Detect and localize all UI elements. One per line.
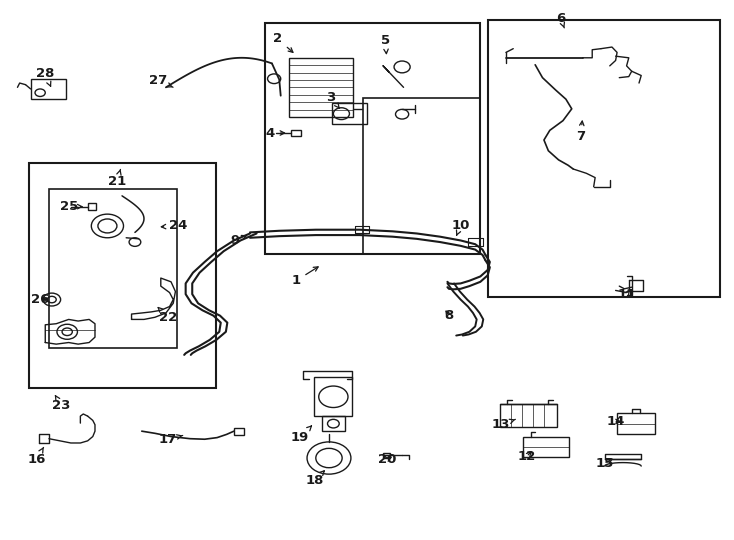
Text: 17: 17 <box>159 433 183 446</box>
Bar <box>487 20 720 297</box>
Text: 24: 24 <box>161 219 187 232</box>
Bar <box>617 414 655 434</box>
Text: 6: 6 <box>556 12 565 28</box>
Text: 14: 14 <box>606 415 625 428</box>
Text: 12: 12 <box>517 450 536 463</box>
Bar <box>29 163 216 388</box>
Text: 9: 9 <box>230 234 246 247</box>
Text: 18: 18 <box>305 471 324 487</box>
Text: 13: 13 <box>492 418 515 431</box>
Text: 1: 1 <box>291 267 318 287</box>
Bar <box>234 428 244 435</box>
Text: 5: 5 <box>381 33 390 53</box>
Text: 10: 10 <box>451 219 470 235</box>
Bar <box>363 98 480 254</box>
Bar <box>332 104 367 124</box>
Text: 21: 21 <box>108 170 126 188</box>
Text: 28: 28 <box>36 68 54 86</box>
Text: 26: 26 <box>31 293 49 306</box>
Bar <box>265 23 480 254</box>
Text: 23: 23 <box>52 396 70 412</box>
Bar <box>31 79 66 99</box>
Text: 4: 4 <box>266 126 285 139</box>
Bar <box>383 453 390 458</box>
Text: 19: 19 <box>291 426 311 444</box>
Bar <box>321 416 345 431</box>
Text: 8: 8 <box>444 309 454 322</box>
Text: 16: 16 <box>27 448 46 465</box>
Text: 11: 11 <box>617 288 636 301</box>
Text: 22: 22 <box>158 307 177 324</box>
Bar <box>49 190 177 348</box>
Bar <box>87 204 96 210</box>
Bar <box>288 58 353 117</box>
Text: 20: 20 <box>378 453 396 465</box>
Text: 15: 15 <box>595 457 614 470</box>
Text: 27: 27 <box>150 75 173 87</box>
Text: 3: 3 <box>326 91 340 109</box>
Bar <box>523 436 569 457</box>
Text: 25: 25 <box>59 200 82 213</box>
Bar <box>500 404 557 427</box>
Text: 2: 2 <box>273 32 293 52</box>
Bar <box>291 130 301 136</box>
Text: 7: 7 <box>576 121 585 143</box>
Bar <box>314 377 352 416</box>
